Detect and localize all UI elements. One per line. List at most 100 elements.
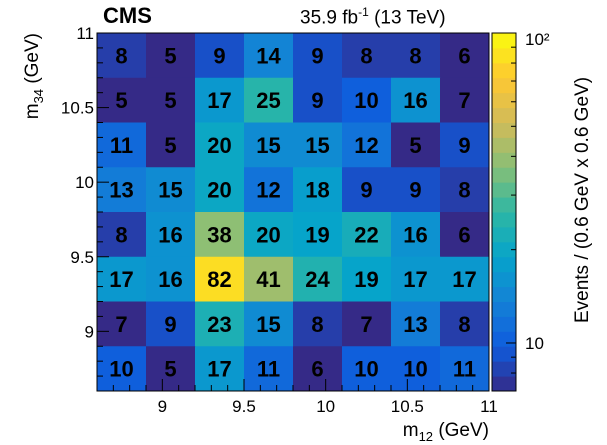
cell-value-label: 5 [115, 88, 127, 113]
heatmap-cell [293, 33, 343, 79]
lumi-value: 35.9 fb [300, 7, 359, 29]
cell-value-label: 9 [213, 43, 225, 68]
heatmap-cell [293, 77, 343, 123]
y-tick-label: 10.5 [61, 99, 94, 118]
cell-value-label: 15 [305, 133, 329, 158]
cell-value-label: 15 [256, 133, 280, 158]
heatmap-cell [146, 33, 196, 79]
heatmap-cell [146, 301, 196, 347]
color-scale-step [492, 197, 516, 213]
cell-value-label: 9 [311, 43, 323, 68]
cell-value-label: 8 [115, 222, 127, 247]
heatmap-cell [146, 167, 196, 213]
x-tick-label: 10 [316, 397, 335, 416]
heatmap-cell [342, 212, 392, 258]
heatmap-cell [440, 33, 490, 79]
heatmap-cell [244, 77, 294, 123]
color-scale-step [492, 346, 516, 362]
cell-value-label: 6 [311, 357, 323, 382]
heatmap-cell [293, 212, 343, 258]
cell-value-label: 41 [256, 267, 280, 292]
cell-value-label: 19 [305, 222, 329, 247]
color-scale-label: Events / (0.6 GeV x 0.6 GeV) [572, 77, 593, 323]
cell-value-label: 12 [256, 178, 280, 203]
heatmap-cell [293, 122, 343, 168]
heatmap-cell [293, 256, 343, 302]
heatmap-cell [391, 77, 441, 123]
heatmap-cell [195, 256, 245, 302]
color-scale-step [492, 316, 516, 332]
color-scale-step [492, 33, 516, 49]
heatmap-cell [391, 167, 441, 213]
cell-value-label: 7 [115, 312, 127, 337]
cell-value-label: 5 [164, 88, 176, 113]
color-scale-frame [491, 32, 517, 392]
heatmap-cell [97, 301, 147, 347]
cell-value-label: 20 [207, 133, 231, 158]
cell-value-label: 11 [110, 133, 133, 158]
heatmap-cell [244, 167, 294, 213]
cell-value-label: 11 [257, 357, 280, 382]
heatmap-cell [440, 212, 490, 258]
x-axis-label: m12 (GeV) [403, 420, 489, 444]
heatmap-cell [391, 256, 441, 302]
heatmap-cell [244, 301, 294, 347]
color-scale-step [492, 331, 516, 347]
heatmap-cell [195, 167, 245, 213]
color-scale-step [492, 376, 516, 392]
heatmap-cell [342, 122, 392, 168]
color-scale-step [492, 107, 516, 123]
heatmap-cell [440, 346, 490, 392]
cell-value-label: 17 [207, 88, 231, 113]
cell-value-label: 5 [164, 357, 176, 382]
heatmap-cell [440, 301, 490, 347]
color-scale-step [492, 77, 516, 94]
heatmap-cell [342, 33, 392, 79]
heatmap-cell [195, 122, 245, 168]
color-scale-step [492, 47, 516, 64]
cell-value-label: 6 [458, 43, 470, 68]
heatmap-cell [146, 346, 196, 392]
cell-value-label: 17 [403, 267, 427, 292]
cell-value-label: 8 [360, 43, 372, 68]
color-scale-step [492, 226, 516, 243]
cell-value-label: 82 [207, 267, 231, 292]
cell-value-label: 8 [115, 43, 127, 68]
x-tick-label: 9 [158, 397, 167, 416]
cell-value-label: 17 [109, 267, 133, 292]
cell-value-label: 16 [158, 222, 182, 247]
heatmap-cell [244, 256, 294, 302]
cell-value-labels: 8 5 9 14 9 8 8 6 5 5 17 25 9 10 16 7 11 5 20 15 15 12 5 9 13 15 20… [109, 43, 476, 381]
color-scale-step [492, 256, 516, 273]
lumi-exponent: -1 [358, 5, 369, 19]
cell-value-label: 13 [403, 312, 427, 337]
x-tick-label: 10.5 [391, 397, 424, 416]
heatmap-cell [195, 212, 245, 258]
cell-value-label: 16 [158, 267, 182, 292]
x-tick-label: 9.5 [232, 397, 256, 416]
cell-value-label: 17 [452, 267, 476, 292]
color-scale-step [492, 137, 516, 153]
cell-value-label: 15 [158, 178, 182, 203]
cell-value-label: 24 [305, 267, 330, 292]
energy-label: (13 TeV) [374, 7, 446, 29]
color-scale-step [492, 182, 516, 198]
cell-value-label: 8 [458, 178, 470, 203]
cell-value-label: 38 [207, 222, 231, 247]
cell-value-label: 8 [458, 312, 470, 337]
cell-value-label: 9 [458, 133, 470, 158]
experiment-label: CMS [103, 3, 152, 28]
cell-value-label: 13 [109, 178, 133, 203]
color-scale-step [492, 92, 516, 109]
color-scale-step [492, 286, 516, 302]
cell-value-label: 8 [311, 312, 323, 337]
x-axis: 9 9.5 10 10.5 11 [96, 379, 498, 416]
y-axis-label: m34 (GeV) [22, 33, 46, 119]
cell-value-label: 10 [354, 357, 378, 382]
color-scale-step [492, 271, 516, 288]
heatmap-cell [195, 301, 245, 347]
heatmap-cell [97, 33, 147, 79]
y-axis: 9 9.5 10 10.5 11 [61, 24, 109, 392]
heatmap-cell [97, 212, 147, 258]
heatmap-cell [391, 301, 441, 347]
